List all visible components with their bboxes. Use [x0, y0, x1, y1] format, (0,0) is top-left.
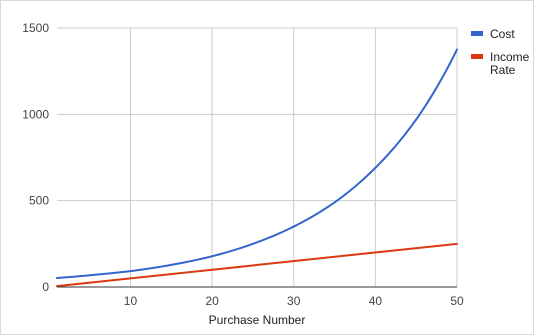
y-tick-label: 1500: [22, 21, 49, 35]
axis-layer: 0 500 1000 1500 10 20 30 40 50: [22, 21, 464, 308]
x-tick-label: 40: [369, 294, 383, 308]
x-axis-title: Purchase Number: [209, 313, 306, 327]
x-tick-label: 50: [450, 294, 464, 308]
legend-label-income-rate: Income: [490, 50, 530, 64]
x-tick-label: 10: [124, 294, 138, 308]
y-tick-label: 500: [29, 194, 49, 208]
grid-layer: [57, 27, 458, 287]
y-tick-label: 0: [42, 280, 49, 294]
legend-swatch-cost: [471, 31, 483, 36]
x-tick-label: 30: [287, 294, 301, 308]
series-layer: [56, 48, 458, 288]
series-line-cost: [56, 48, 458, 280]
x-tick-label: 20: [205, 294, 219, 308]
legend-label-income-rate: Rate: [490, 63, 516, 77]
series-line-income-rate: [56, 242, 458, 288]
legend-swatch-income-rate: [471, 54, 483, 59]
legend-label-cost: Cost: [490, 27, 515, 41]
y-tick-label: 1000: [22, 107, 49, 121]
